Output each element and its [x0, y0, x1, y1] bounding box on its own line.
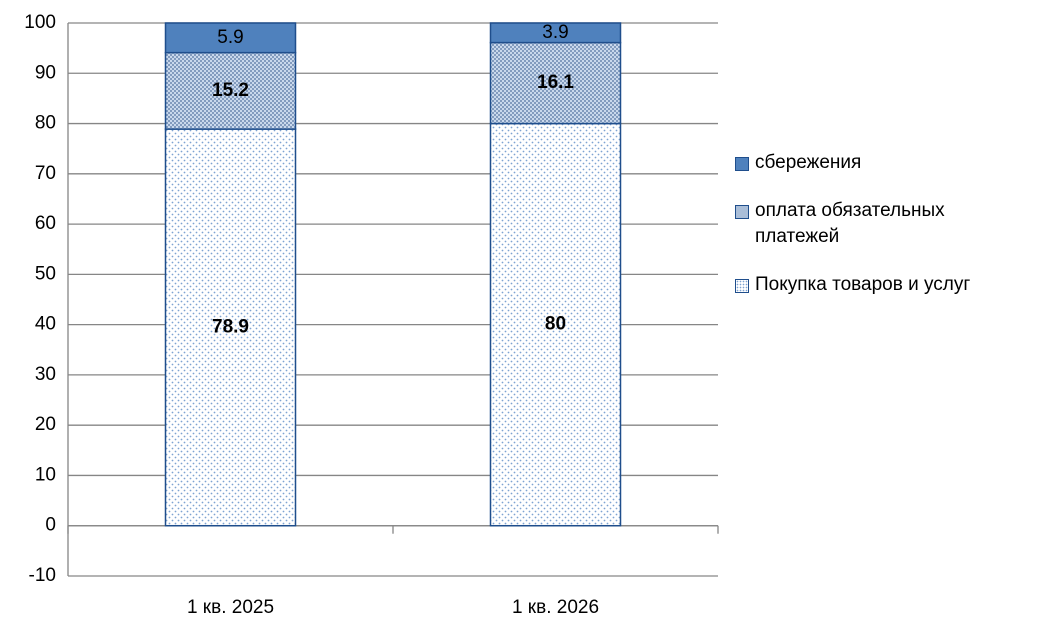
data-label: 15.2	[212, 80, 249, 101]
y-tick-label: 40	[35, 314, 56, 335]
y-tick-label: 80	[35, 113, 56, 134]
x-tick-label: 1 кв. 2025	[187, 597, 274, 618]
y-tick-label: 60	[35, 213, 56, 234]
legend-swatch	[735, 279, 749, 293]
bar-segment	[489, 41, 622, 125]
y-tick-label: 30	[35, 364, 56, 385]
legend-label: оплата обязательных платежей	[755, 200, 945, 247]
data-label: 78.9	[212, 316, 249, 337]
y-tick-label: 0	[45, 515, 56, 536]
y-tick-label: 100	[24, 12, 56, 33]
y-tick-label: 10	[35, 464, 56, 485]
y-tick-label: -10	[29, 565, 56, 586]
legend: сбережения оплата обязательных платежей По…	[735, 150, 1055, 320]
bar-segment	[164, 51, 297, 130]
legend-item: сбережения	[735, 150, 1055, 176]
bar-segment	[489, 122, 622, 527]
legend-label: Покупка товаров и услуг	[755, 274, 971, 295]
legend-item: Покупка товаров и услуг	[735, 272, 1055, 298]
y-tick-label: 70	[35, 163, 56, 184]
bar-segment	[164, 22, 297, 54]
legend-label: сбережения	[755, 152, 862, 173]
y-tick-label: 90	[35, 62, 56, 83]
data-label: 5.9	[217, 27, 243, 48]
y-tick-label: 20	[35, 414, 56, 435]
data-label: 16.1	[537, 72, 574, 93]
legend-item: оплата обязательных платежей	[735, 198, 1055, 250]
bar-segment	[489, 22, 622, 44]
data-label: 80	[545, 314, 566, 335]
x-tick-label: 1 кв. 2026	[512, 597, 599, 618]
bar-segment	[164, 128, 297, 527]
legend-swatch	[735, 157, 749, 171]
legend-swatch	[735, 205, 749, 219]
y-tick-label: 50	[35, 263, 56, 284]
data-label: 3.9	[542, 22, 568, 43]
